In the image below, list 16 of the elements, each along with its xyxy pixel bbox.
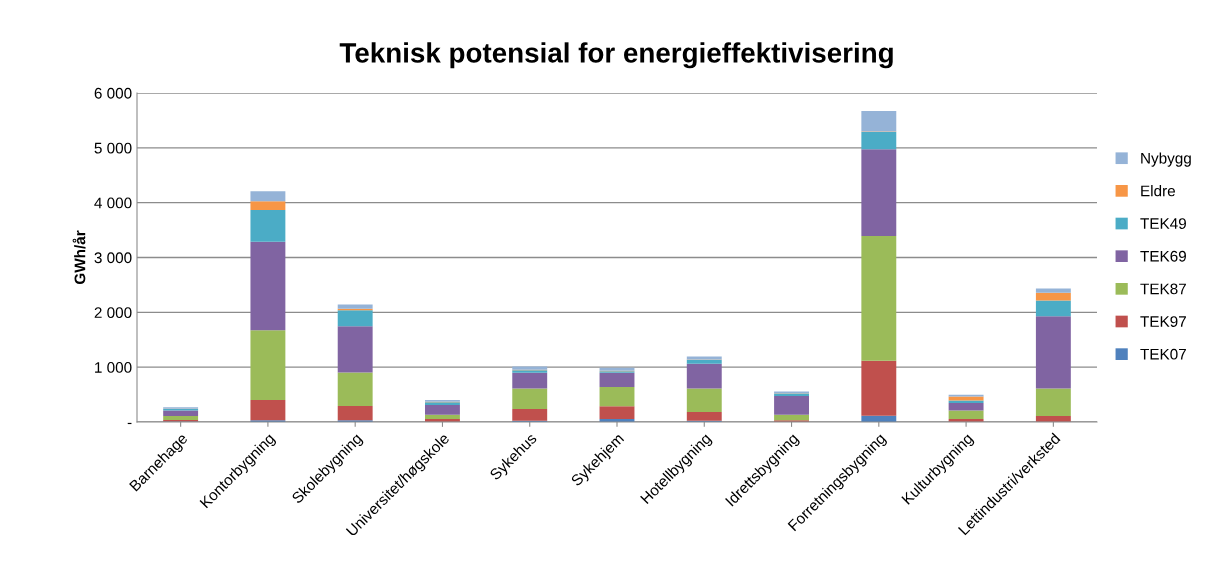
legend-label: Eldre [1141, 185, 1175, 197]
y-tick-label: 5 000 [94, 142, 132, 154]
y-tick-label: 4 000 [94, 197, 132, 209]
legend-label: Nybygg [1141, 152, 1191, 167]
legend-label: TEK07 [1140, 348, 1186, 360]
legend-label: TEK49 [1140, 218, 1186, 229]
legend-label: TEK69 [1140, 250, 1186, 262]
y-tick-label: 6 000 [94, 87, 132, 99]
y-tick-label: 1 000 [95, 362, 132, 373]
chart-title: Teknisk potensial for energieffektivisering [339, 42, 893, 69]
y-axis-title: GWh/år [72, 230, 86, 285]
y-tick-label: 3 000 [94, 252, 132, 264]
y-tick-label: 2 000 [94, 307, 132, 319]
legend-label: TEK97 [1140, 316, 1186, 327]
y-tick-label: - [127, 422, 132, 425]
legend-label: TEK87 [1140, 283, 1186, 295]
